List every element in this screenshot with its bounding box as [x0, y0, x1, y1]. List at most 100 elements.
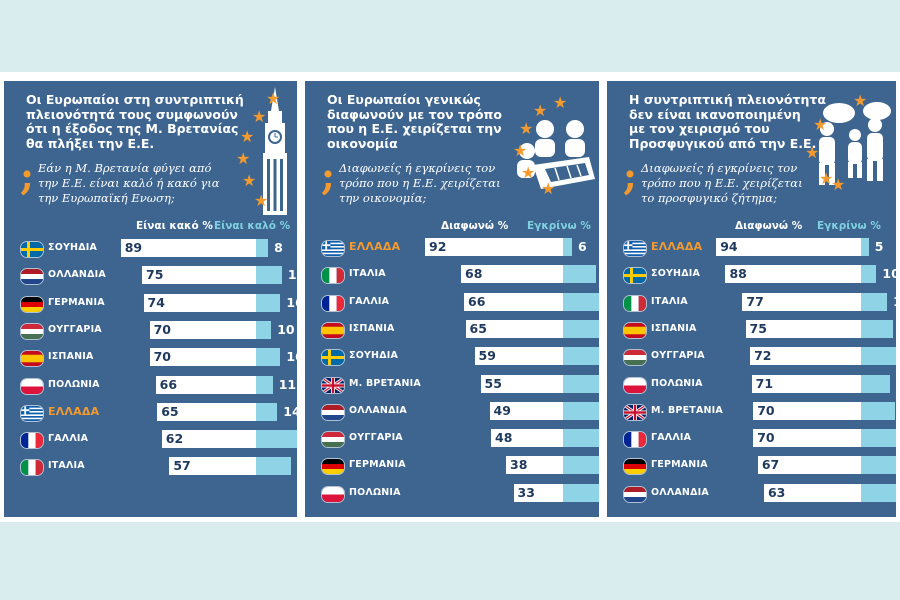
flag-greece-icon: [623, 240, 647, 257]
bar-series-1: [461, 265, 563, 284]
star-icon: ★: [266, 89, 281, 108]
panel-refugee: Η συντριπτική πλειονότητα δεν είναι ικαν…: [607, 81, 896, 517]
star-icon: ★: [521, 163, 536, 182]
country-label: ΙΤΑΛΙΑ: [48, 460, 85, 472]
value-label-series-1: 59: [478, 348, 496, 364]
value-label-series-1: 33: [517, 484, 535, 500]
quote-mark-icon: ;: [20, 153, 35, 198]
value-label-series-1: 89: [124, 240, 143, 255]
panel-title: Η συντριπτική πλειονότητα δεν είναι ικαν…: [629, 92, 826, 151]
value-label-series-2: 10: [882, 266, 896, 282]
flag-hungary-icon: [623, 349, 647, 367]
flag-uk-icon: [321, 376, 345, 394]
legend-series-1: Διαφωνώ %: [441, 220, 509, 232]
bar-series-1: [169, 457, 256, 476]
star-icon: ★: [254, 191, 269, 210]
bar-series-1: [474, 347, 563, 366]
bar-series-2: [563, 238, 572, 256]
bar-row: ΓΑΛΛΙΑ6627: [305, 291, 599, 313]
bar-series-2: [256, 293, 281, 312]
bar-series-2: [563, 429, 599, 448]
country-label: Μ. ΒΡΕΤΑΝΙΑ: [651, 404, 723, 416]
value-label-series-1: 72: [754, 348, 772, 364]
country-label: ΓΕΡΜΑΝΙΑ: [651, 459, 708, 471]
country-label: ΠΟΛΩΝΙΑ: [651, 377, 703, 389]
panel-question: Εάν η Μ. Βρετανία φύγει από την Ε.Ε. είν…: [38, 161, 220, 205]
star-icon: ★: [553, 93, 568, 112]
bar-series-1: [480, 374, 563, 393]
country-label: ΣΟΥΗΔΙΑ: [349, 350, 399, 362]
bar-row: ΕΛΛΑΔΑ 94 5: [607, 236, 896, 258]
value-label-series-2: 10: [277, 321, 295, 337]
country-label: ΟΛΛΑΝΔΙΑ: [651, 486, 709, 498]
value-label-series-1: 66: [159, 376, 178, 392]
legend-series-2: Είναι καλό %: [214, 220, 291, 232]
country-label: ΠΟΛΩΝΙΑ: [349, 486, 401, 498]
quote-mark-icon: ;: [321, 153, 336, 198]
bar-row: ΠΟΛΩΝΙΑ 66 11: [4, 374, 297, 396]
country-label: ΙΤΑΛΙΑ: [651, 295, 688, 307]
country-label: ΙΣΠΑΝΙΑ: [651, 322, 697, 334]
flag-germany-icon: [623, 458, 647, 476]
flag-poland-icon: [20, 377, 44, 395]
value-label-series-1: 49: [493, 402, 511, 418]
bar-row: Μ. ΒΡΕΤΑΝΙΑ7022: [607, 400, 896, 422]
star-icon: ★: [252, 107, 267, 126]
star-icon: ★: [242, 171, 257, 190]
flag-spain-icon: [623, 321, 647, 339]
value-label-series-2: 6: [578, 239, 587, 254]
legend-series-2: Εγκρίνω %: [817, 220, 881, 232]
bar-series-1: [155, 375, 256, 394]
country-label: ΓΕΡΜΑΝΙΑ: [349, 459, 406, 471]
bar-series-1: [489, 401, 563, 420]
bar-series-2: [563, 456, 599, 475]
flag-germany-icon: [20, 295, 44, 313]
flag-france-icon: [20, 432, 44, 450]
star-icon: ★: [819, 169, 834, 188]
value-label-series-2: 16: [286, 349, 297, 365]
bar-series-2: [563, 319, 599, 338]
bar-row: ΟΥΓΓΑΡΙΑ4838: [305, 427, 599, 449]
bar-row: ΟΛΛΑΝΔΙΑ4942: [305, 400, 599, 422]
bar-row: ΓΕΡΜΑΝΙΑ3847: [305, 454, 599, 476]
country-label: ΙΣΠΑΝΙΑ: [48, 351, 94, 363]
refugees-icon: [819, 102, 891, 185]
country-label: ΟΥΓΓΑΡΙΑ: [349, 432, 403, 444]
bar-series-1: [464, 292, 563, 311]
bar-row: ΠΟΛΩΝΙΑ3347: [305, 482, 599, 504]
flag-italy-icon: [321, 267, 345, 285]
bar-series-2: [256, 239, 269, 257]
bar-series-1: [753, 429, 861, 448]
bar-series-2: [861, 238, 869, 256]
country-label: ΣΟΥΗΔΙΑ: [651, 268, 701, 280]
country-label: ΕΛΛΑΔΑ: [349, 240, 401, 253]
country-label: ΟΥΓΓΑΡΙΑ: [651, 350, 705, 362]
value-label-series-1: 70: [757, 430, 775, 446]
value-label-series-1: 70: [153, 349, 171, 365]
bar-series-1: [757, 456, 861, 475]
bar-series-1: [142, 266, 256, 285]
bar-series-1: [725, 265, 861, 284]
bar-series-2: [861, 456, 896, 475]
bar-row: ΓΑΛΛΙΑ6232: [4, 428, 297, 450]
star-icon: ★: [541, 179, 556, 198]
value-label-series-1: 67: [761, 457, 780, 473]
flag-france-icon: [623, 431, 647, 449]
country-label: ΕΛΛΑΔΑ: [651, 240, 703, 253]
value-label-series-1: 92: [429, 239, 447, 254]
legend-series-1: Είναι κακό %: [136, 220, 213, 232]
star-icon: ★: [853, 91, 868, 110]
country-label: ΓΑΛΛΙΑ: [349, 295, 390, 307]
flag-sweden-icon: [623, 267, 647, 285]
bar-row: ΟΛΛΑΝΔΙΑ 75 17: [4, 264, 297, 286]
country-label: ΓΕΡΜΑΝΙΑ: [48, 296, 105, 308]
bar-series-2: [861, 483, 896, 502]
bar-series-2: [861, 319, 894, 338]
value-label-series-1: 66: [468, 293, 486, 309]
country-label: ΓΑΛΛΙΑ: [651, 432, 692, 444]
bar-series-1: [753, 401, 861, 420]
bar-series-2: [563, 347, 599, 366]
star-icon: ★: [533, 101, 548, 120]
bar-series-2: [563, 401, 599, 420]
bar-series-1: [751, 374, 861, 393]
